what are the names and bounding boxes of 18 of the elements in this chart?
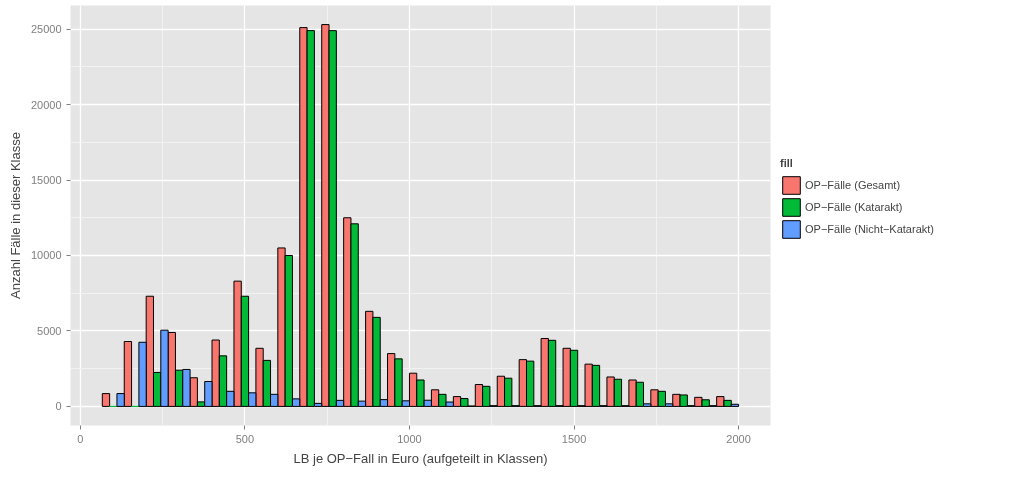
- legend-label: OP−Fälle (Gesamt): [805, 179, 901, 191]
- y-tick-label: 10000: [30, 249, 62, 262]
- x-tick-label: 1500: [561, 432, 587, 445]
- legend-label: OP−Fälle (Nicht−Katarakt): [805, 223, 934, 235]
- y-tick-label: 5000: [37, 324, 62, 337]
- x-tick-label: 2000: [726, 432, 751, 445]
- x-tick-label: 500: [235, 432, 255, 445]
- x-tick-label: 0: [77, 432, 84, 445]
- y-tick-label: 25000: [30, 23, 62, 36]
- y-tick-label: 20000: [30, 98, 62, 111]
- legend-title: fill: [780, 157, 794, 169]
- legend-label: OP−Fälle (Katarakt): [805, 201, 903, 213]
- bar: [101, 393, 111, 407]
- y-axis-title: Anzahl Fälle in dieser Klasse: [7, 132, 23, 299]
- x-tick-label: 1000: [397, 432, 422, 445]
- x-axis-title: LB je OP−Fall in Euro (aufgeteilt in Klassen): [293, 450, 548, 466]
- y-tick-label: 0: [55, 400, 62, 413]
- y-tick-label: 15000: [30, 174, 62, 187]
